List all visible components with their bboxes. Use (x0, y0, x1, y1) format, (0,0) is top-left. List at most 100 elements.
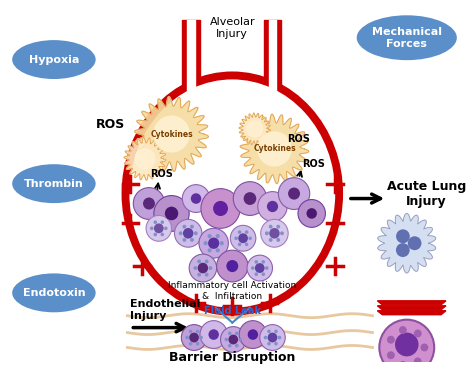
Text: Thrombin: Thrombin (24, 178, 84, 189)
Circle shape (238, 338, 242, 341)
Circle shape (164, 227, 168, 230)
Circle shape (199, 228, 228, 258)
Circle shape (274, 330, 278, 333)
Polygon shape (258, 132, 291, 166)
Circle shape (200, 321, 228, 349)
Text: ROS: ROS (96, 118, 126, 131)
Ellipse shape (11, 163, 97, 204)
Circle shape (182, 238, 186, 242)
Text: Inflammatory cell Activation
&  Infiltration: Inflammatory cell Activation & Infiltrat… (168, 281, 296, 300)
Circle shape (276, 238, 280, 242)
Circle shape (269, 225, 273, 228)
Circle shape (220, 327, 246, 353)
Circle shape (258, 192, 287, 222)
Circle shape (248, 329, 258, 340)
Polygon shape (240, 114, 309, 184)
Circle shape (220, 241, 224, 245)
Circle shape (245, 230, 248, 234)
Polygon shape (378, 214, 436, 273)
Circle shape (414, 357, 422, 365)
Circle shape (387, 351, 395, 359)
Text: ROS: ROS (302, 159, 325, 169)
Circle shape (154, 220, 157, 224)
Circle shape (161, 220, 164, 224)
Circle shape (396, 243, 410, 257)
Circle shape (265, 266, 269, 270)
Circle shape (174, 219, 202, 247)
Circle shape (165, 207, 178, 220)
Text: Acute Lung
Injury: Acute Lung Injury (387, 180, 466, 208)
Text: Endotoxin: Endotoxin (23, 288, 85, 298)
Ellipse shape (11, 272, 97, 314)
Polygon shape (377, 301, 446, 305)
Circle shape (245, 243, 248, 246)
Text: Barrier Disruption: Barrier Disruption (169, 351, 295, 364)
Circle shape (233, 182, 266, 215)
Circle shape (216, 248, 220, 253)
Circle shape (228, 331, 232, 335)
Circle shape (217, 250, 248, 282)
Circle shape (307, 208, 317, 219)
Circle shape (274, 342, 278, 346)
Polygon shape (135, 97, 209, 172)
Circle shape (189, 333, 199, 342)
Circle shape (182, 324, 207, 350)
Circle shape (197, 260, 201, 264)
Circle shape (238, 243, 241, 246)
Circle shape (396, 229, 410, 243)
Circle shape (238, 233, 248, 243)
Circle shape (190, 225, 194, 228)
Circle shape (208, 234, 212, 238)
Circle shape (196, 342, 200, 346)
Circle shape (208, 238, 219, 249)
Circle shape (205, 260, 209, 264)
Circle shape (276, 225, 280, 228)
Circle shape (198, 263, 208, 273)
Circle shape (255, 263, 264, 273)
Ellipse shape (121, 72, 343, 316)
Circle shape (230, 225, 256, 251)
Circle shape (209, 329, 219, 340)
Polygon shape (135, 149, 155, 169)
Circle shape (235, 331, 238, 335)
Circle shape (288, 188, 300, 200)
Circle shape (225, 338, 228, 341)
Circle shape (208, 248, 212, 253)
Circle shape (420, 343, 428, 351)
Circle shape (209, 266, 212, 270)
Circle shape (261, 219, 288, 247)
Circle shape (201, 189, 240, 228)
Circle shape (190, 238, 194, 242)
Circle shape (199, 336, 203, 339)
Text: Mechanical
Forces: Mechanical Forces (372, 27, 442, 49)
Circle shape (227, 260, 238, 272)
Circle shape (408, 236, 421, 250)
Circle shape (399, 326, 407, 334)
Circle shape (268, 333, 277, 342)
Text: Cytokines: Cytokines (150, 130, 193, 139)
Circle shape (280, 231, 284, 235)
Circle shape (234, 237, 238, 240)
Text: ROS: ROS (150, 169, 173, 179)
Circle shape (262, 272, 265, 276)
Circle shape (262, 260, 265, 264)
Circle shape (189, 330, 192, 333)
Circle shape (182, 225, 186, 228)
Circle shape (161, 233, 164, 236)
Ellipse shape (11, 39, 97, 80)
Circle shape (205, 273, 209, 277)
Text: Cytokines: Cytokines (253, 145, 296, 153)
Circle shape (239, 321, 266, 349)
Ellipse shape (356, 14, 458, 62)
Text: Alveolar
Injury: Alveolar Injury (210, 17, 255, 39)
Text: ROS: ROS (288, 134, 310, 144)
Circle shape (379, 320, 434, 365)
Circle shape (267, 342, 271, 346)
Circle shape (248, 237, 252, 240)
Circle shape (267, 201, 278, 212)
Circle shape (260, 324, 285, 350)
Circle shape (183, 228, 193, 239)
Circle shape (255, 260, 258, 264)
Circle shape (196, 330, 200, 333)
Circle shape (269, 238, 273, 242)
